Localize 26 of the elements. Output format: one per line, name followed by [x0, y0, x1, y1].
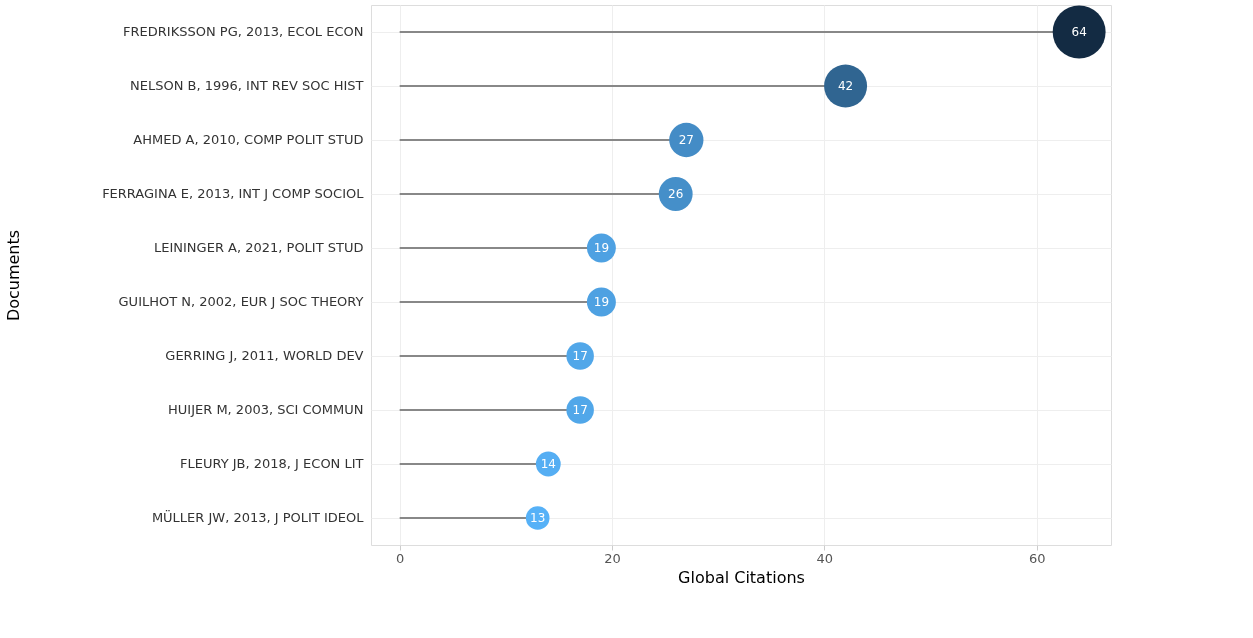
- x-tick-label: 0: [396, 550, 405, 566]
- data-label: 27: [678, 133, 694, 147]
- y-tick-label: FLEURY JB, 2018, J ECON LIT: [180, 456, 364, 471]
- data-label: 26: [668, 187, 684, 201]
- x-tick-label: 40: [816, 550, 834, 566]
- y-tick-label: GUILHOT N, 2002, EUR J SOC THEORY: [118, 294, 364, 309]
- y-tick-label: LEININGER A, 2021, POLIT STUD: [154, 240, 364, 255]
- data-label: 17: [572, 349, 588, 363]
- y-axis-title: Documents: [3, 229, 23, 322]
- y-tick-label: HUIJER M, 2003, SCI COMMUN: [168, 402, 364, 417]
- y-tick-label: NELSON B, 1996, INT REV SOC HIST: [130, 78, 364, 93]
- y-tick-label: AHMED A, 2010, COMP POLIT STUD: [133, 132, 364, 147]
- y-tick-label: MÜLLER JW, 2013, J POLIT IDEOL: [151, 509, 365, 525]
- data-label: 64: [1071, 25, 1087, 39]
- x-axis-title: Global Citations: [678, 567, 805, 587]
- data-label: 14: [540, 457, 556, 471]
- data-label: 42: [837, 79, 854, 93]
- y-tick-label: FREDRIKSSON PG, 2013, ECOL ECON: [123, 24, 364, 39]
- data-label: 19: [593, 295, 610, 309]
- data-label: 13: [530, 511, 546, 525]
- data-label: 17: [572, 403, 588, 417]
- x-tick-label: 60: [1028, 550, 1046, 566]
- y-tick-label: FERRAGINA E, 2013, INT J COMP SOCIOL: [102, 186, 365, 201]
- y-tick-label: GERRING J, 2011, WORLD DEV: [165, 348, 364, 363]
- x-tick-label: 20: [604, 550, 621, 566]
- data-label: 19: [593, 241, 610, 255]
